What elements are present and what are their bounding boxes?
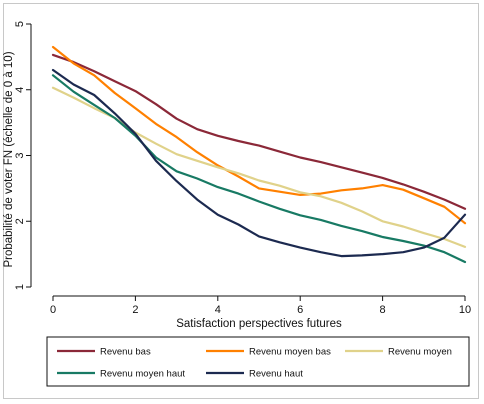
x-tick-label: 6 bbox=[297, 304, 303, 316]
series-line-2 bbox=[51, 86, 467, 248]
legend-label-2: Revenu moyen bbox=[388, 347, 452, 358]
x-tick-label: 10 bbox=[459, 304, 471, 316]
x-axis-title: Satisfaction perspectives futures bbox=[176, 318, 342, 330]
legend-label-0: Revenu bas bbox=[100, 347, 151, 358]
x-tick-label: 4 bbox=[215, 304, 221, 316]
legend-label-4: Revenu haut bbox=[249, 369, 303, 380]
legend-label-3: Revenu moyen haut bbox=[100, 369, 185, 380]
series-line-0 bbox=[51, 53, 467, 210]
series-line-3 bbox=[51, 74, 467, 264]
y-tick-label: 5 bbox=[14, 21, 26, 27]
x-axis: 0 2 4 6 8 10 bbox=[50, 295, 471, 316]
legend: Revenu bas Revenu moyen bas Revenu moyen Re… bbox=[46, 336, 470, 387]
plot-lines bbox=[51, 45, 467, 264]
y-tick-label: 1 bbox=[14, 284, 26, 290]
x-tick-label: 0 bbox=[50, 304, 56, 316]
y-tick-label: 3 bbox=[14, 152, 26, 158]
y-tick-label: 2 bbox=[14, 218, 26, 224]
y-axis: 1 2 3 4 5 bbox=[14, 21, 32, 290]
y-axis-title: Probabilité de voter FN (échelle de 0 à … bbox=[3, 51, 15, 267]
legend-box bbox=[46, 336, 470, 387]
x-tick-label: 2 bbox=[132, 304, 138, 316]
series-line-1 bbox=[51, 45, 467, 225]
x-tick-label: 8 bbox=[380, 304, 386, 316]
y-tick-label: 4 bbox=[14, 87, 26, 93]
series-line-4 bbox=[51, 68, 467, 258]
legend-label-1: Revenu moyen bas bbox=[249, 347, 331, 358]
